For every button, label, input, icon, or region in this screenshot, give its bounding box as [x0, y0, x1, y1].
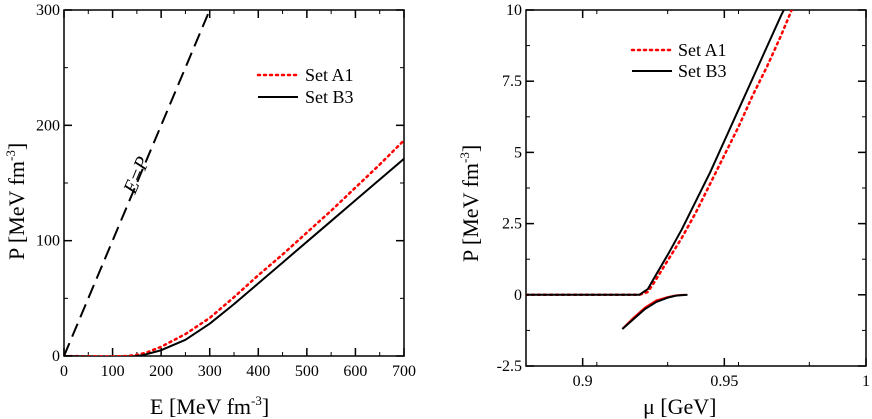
- left-series: [64, 10, 404, 356]
- left-series-set-a1: [64, 139, 404, 356]
- right-y-tick-label: 5: [514, 144, 522, 161]
- right-series-set-a1-spinodal: [621, 293, 685, 330]
- left-x-tick-label: 700: [392, 363, 416, 380]
- left-y-tick-label: 300: [36, 2, 60, 19]
- left-y-tick-label: 200: [36, 117, 60, 134]
- right-y-tick-label: 7.5: [502, 73, 522, 90]
- left-x-tick-label: 200: [149, 363, 173, 380]
- right-series-set-b3-spinodal: [621, 293, 688, 330]
- right-y-axis-label: P [MeV fm-3]: [457, 145, 483, 262]
- right-x-tick-label: 0.9: [573, 373, 593, 390]
- legend-label-set-a1-right: Set A1: [678, 40, 727, 60]
- right-y-tick-label: -2.5: [497, 358, 522, 375]
- left-y-tick-label: 0: [52, 348, 60, 365]
- left-x-tick-label: 100: [101, 363, 125, 380]
- legend-label-set-a1: Set A1: [305, 65, 354, 85]
- legend-label-set-b3-right: Set B3: [678, 61, 727, 81]
- left-x-tick-label: 0: [60, 363, 68, 380]
- right-y-tick-label: 0: [514, 287, 522, 304]
- legend-label-set-b3: Set B3: [305, 87, 354, 107]
- right-x-axis-label: μ [GeV]: [643, 394, 717, 419]
- right-y-tick-label: 2.5: [502, 216, 522, 233]
- right-x-tick-label: 0.95: [710, 373, 738, 390]
- left-x-tick-label: 300: [198, 363, 222, 380]
- right-x-tick-label: 1: [862, 373, 870, 390]
- left-y-axis-label: P [MeV fm-3]: [3, 143, 29, 260]
- right-y-tick-label: 10: [506, 2, 522, 19]
- left-panel: 0 100 200 300 400 500 600 700 0 100 200 300 E=P Set…: [3, 2, 416, 419]
- right-panel: 0.9 0.95 1 -2.5 0 2.5 5 7.5 10 Set A1 Set B3 μ […: [457, 2, 870, 419]
- annotation-e-equals-p: E=P: [119, 153, 154, 197]
- left-legend: Set A1 Set B3: [256, 65, 354, 107]
- left-series-set-b3: [64, 158, 404, 356]
- left-x-tick-label: 400: [246, 363, 270, 380]
- right-series-set-b3: [526, 10, 785, 296]
- right-series: [526, 10, 793, 330]
- left-x-tick-label: 600: [343, 363, 367, 380]
- left-ticks: 0 100 200 300 400 500 600 700 0 100 200 300: [36, 2, 416, 380]
- right-series-set-a1: [526, 10, 793, 297]
- left-x-tick-label: 500: [295, 363, 319, 380]
- left-x-axis-label: E [MeV fm-3]: [150, 393, 269, 419]
- left-y-tick-label: 100: [36, 233, 60, 250]
- right-legend: Set A1 Set B3: [630, 40, 727, 81]
